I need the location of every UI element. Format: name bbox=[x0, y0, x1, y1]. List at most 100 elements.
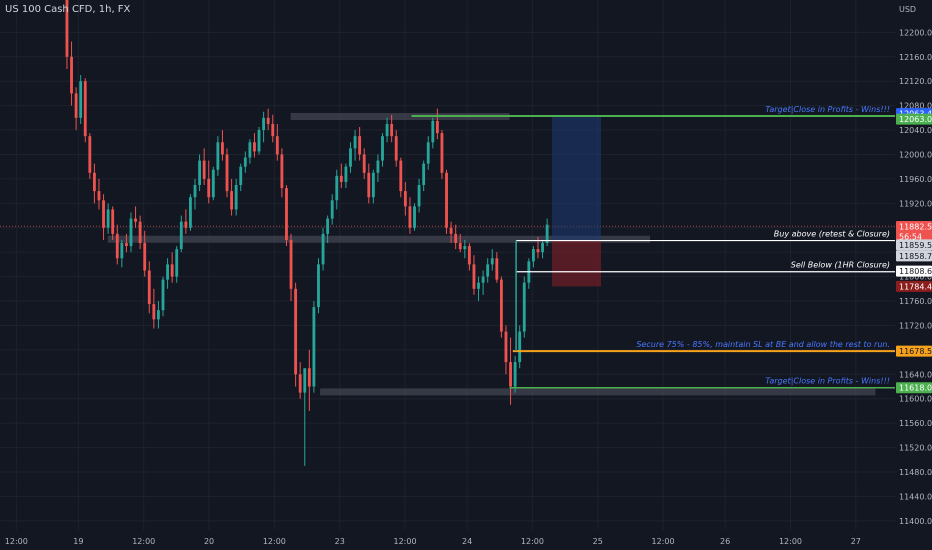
candle-body bbox=[225, 154, 229, 192]
candle-body bbox=[509, 362, 512, 387]
candle bbox=[490, 249, 494, 271]
candle bbox=[134, 206, 137, 228]
candle bbox=[449, 221, 453, 244]
candle-body bbox=[504, 331, 508, 363]
candle bbox=[417, 178, 421, 213]
tag-11858-74 bbox=[896, 250, 932, 262]
candle-body bbox=[257, 130, 261, 152]
buy-above-label: Buy above (retest & Closure) bbox=[774, 230, 890, 239]
candle bbox=[161, 276, 165, 317]
candle-body bbox=[358, 136, 362, 155]
candle bbox=[65, 0, 69, 69]
candle-body bbox=[413, 206, 416, 228]
tag-11784-41 bbox=[896, 280, 932, 292]
candle-body bbox=[545, 224, 549, 244]
candle bbox=[426, 136, 430, 170]
time-tick-label: 12:00 bbox=[263, 537, 286, 546]
candle-body bbox=[262, 117, 266, 131]
candle bbox=[413, 203, 416, 231]
candle bbox=[435, 108, 439, 140]
support-zone bbox=[107, 235, 651, 243]
candle-body bbox=[115, 233, 119, 259]
candle bbox=[353, 130, 357, 161]
candle bbox=[143, 230, 147, 277]
candle bbox=[257, 127, 261, 155]
candle-body bbox=[147, 270, 151, 305]
candle-body bbox=[189, 197, 192, 228]
candle-body bbox=[184, 221, 188, 228]
candle-body bbox=[522, 282, 526, 332]
candle-body bbox=[426, 142, 430, 164]
price-tick-label: 11520.00 bbox=[899, 444, 932, 453]
symbol-title[interactable]: US 100 Cash CFD, 1h, FX bbox=[5, 4, 131, 15]
candle bbox=[120, 239, 124, 268]
candle bbox=[431, 117, 435, 149]
candle bbox=[271, 114, 275, 143]
candle bbox=[138, 215, 142, 250]
candle bbox=[486, 258, 490, 283]
candle bbox=[481, 270, 485, 295]
candle bbox=[280, 148, 284, 198]
price-tick-label: 11800.00 bbox=[899, 273, 932, 282]
candle bbox=[349, 142, 352, 173]
candle bbox=[477, 276, 480, 302]
candle-body bbox=[385, 123, 389, 137]
candle-body bbox=[266, 117, 270, 124]
candle-body bbox=[408, 206, 412, 228]
candle-body bbox=[230, 191, 234, 210]
time-tick-label: 12:00 bbox=[394, 537, 417, 546]
price-tick-label: 12000.00 bbox=[899, 150, 932, 159]
candle-body bbox=[445, 172, 448, 228]
time-tick-label: 24 bbox=[462, 537, 472, 546]
candle-body bbox=[541, 243, 544, 253]
candle bbox=[344, 163, 348, 189]
candle-body bbox=[344, 166, 348, 182]
candle-body bbox=[179, 221, 183, 250]
time-tick-label: 25 bbox=[593, 537, 603, 546]
candle-body bbox=[353, 136, 357, 149]
position-stop-box bbox=[552, 239, 602, 287]
time-tick-label: 12:00 bbox=[5, 537, 28, 546]
candle-body bbox=[74, 93, 78, 118]
candle-body bbox=[422, 163, 426, 186]
tag-11678-52 bbox=[896, 345, 932, 357]
candle bbox=[266, 108, 270, 131]
candle bbox=[440, 130, 444, 179]
candle bbox=[97, 178, 101, 210]
candle-body bbox=[124, 243, 128, 247]
tag-11808-62-text: 11808.62 bbox=[899, 267, 932, 276]
candle bbox=[518, 325, 522, 369]
candle bbox=[289, 233, 293, 302]
candle-body bbox=[138, 221, 142, 244]
candle-body bbox=[403, 191, 407, 207]
candle-body bbox=[221, 142, 224, 155]
price-tick-label: 11960.00 bbox=[899, 175, 932, 184]
candle-body bbox=[134, 218, 137, 222]
candle-body bbox=[399, 160, 403, 192]
candle bbox=[225, 148, 229, 198]
price-tick-label: 12040.00 bbox=[899, 126, 932, 135]
candle bbox=[262, 111, 266, 143]
candle bbox=[189, 194, 192, 231]
time-tick-label: 12:00 bbox=[779, 537, 802, 546]
candle bbox=[179, 215, 183, 253]
candle bbox=[202, 148, 206, 186]
target-lower-label: Target|Close in Profits - Wins!!! bbox=[765, 377, 890, 386]
candle bbox=[321, 227, 325, 271]
tag-current-text: 11882.52 bbox=[899, 223, 932, 232]
candle-body bbox=[536, 249, 540, 253]
candle bbox=[83, 78, 87, 143]
candle-body bbox=[157, 310, 160, 320]
candle bbox=[184, 209, 188, 234]
candle-body bbox=[367, 172, 371, 198]
time-tick-label: 20 bbox=[204, 537, 214, 546]
candle bbox=[326, 215, 330, 244]
candle bbox=[371, 169, 375, 204]
price-tick-label: 11480.00 bbox=[899, 468, 932, 477]
candle bbox=[545, 218, 549, 247]
candle bbox=[454, 224, 458, 250]
candle bbox=[531, 246, 535, 268]
candle bbox=[463, 239, 467, 259]
candle bbox=[335, 169, 339, 210]
